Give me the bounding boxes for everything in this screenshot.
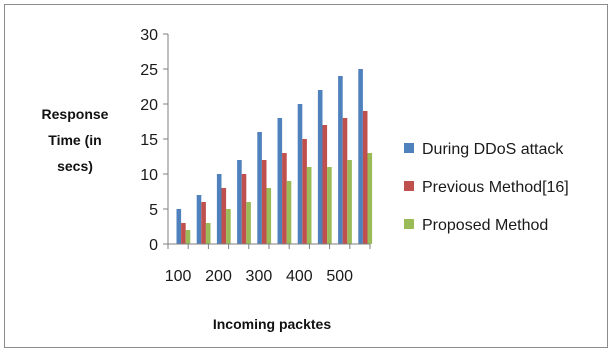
bar	[282, 153, 287, 244]
bar	[261, 160, 267, 244]
bar	[317, 90, 323, 244]
bar	[297, 104, 303, 244]
legend: During DDoS attack Previous Method[16] Pro…	[404, 141, 569, 234]
bar	[185, 230, 191, 244]
y-axis-label-line-1: Response	[42, 106, 109, 122]
bar	[367, 153, 373, 244]
y-axis-label-line-2: Time (in	[48, 132, 101, 148]
bar	[241, 174, 247, 244]
bar-series-group	[176, 69, 373, 244]
legend-swatch	[404, 219, 414, 229]
bar	[286, 181, 292, 244]
y-axis-label-line-3: secs)	[57, 158, 93, 174]
bar	[246, 202, 251, 244]
y-tick-label: 30	[140, 27, 158, 44]
x-tick-label: 100	[165, 268, 192, 285]
bar	[176, 209, 182, 244]
x-tick-label: 200	[205, 268, 232, 285]
legend-swatch	[404, 181, 414, 191]
legend-label: Proposed Method	[422, 217, 548, 234]
x-axis-ticks: 100 200 300 400 500	[165, 244, 371, 285]
y-tick-label: 20	[140, 97, 158, 114]
bar	[302, 139, 307, 244]
bar	[362, 111, 368, 244]
bar	[201, 202, 206, 244]
y-axis-label: Response Time (in secs)	[42, 106, 109, 174]
bar	[237, 160, 242, 244]
y-tick-label: 15	[140, 132, 158, 149]
bar	[322, 125, 328, 244]
bar	[196, 195, 202, 244]
bar	[266, 188, 272, 244]
x-tick-label: 300	[246, 268, 273, 285]
y-tick-label: 5	[149, 202, 158, 219]
bar	[221, 188, 227, 244]
y-axis-ticks: 0 5 10 15 20 25 30	[140, 27, 168, 254]
bar	[205, 223, 211, 244]
bar	[338, 76, 343, 244]
x-axis-label: Incoming packtes	[213, 316, 331, 332]
y-tick-label: 0	[149, 237, 158, 254]
x-tick-label: 500	[326, 268, 353, 285]
legend-label: Previous Method[16]	[422, 179, 569, 196]
bar	[306, 167, 312, 244]
bar	[277, 118, 283, 244]
bar	[216, 174, 222, 244]
bar	[342, 118, 348, 244]
bar	[226, 209, 231, 244]
x-tick-label: 400	[286, 268, 313, 285]
legend-swatch	[404, 143, 414, 153]
bar	[257, 132, 262, 244]
bar	[327, 167, 332, 244]
bar	[347, 160, 352, 244]
y-tick-label: 25	[140, 62, 158, 79]
bar	[358, 69, 363, 244]
y-tick-label: 10	[140, 167, 158, 184]
bar	[181, 223, 186, 244]
legend-label: During DDoS attack	[422, 141, 564, 158]
